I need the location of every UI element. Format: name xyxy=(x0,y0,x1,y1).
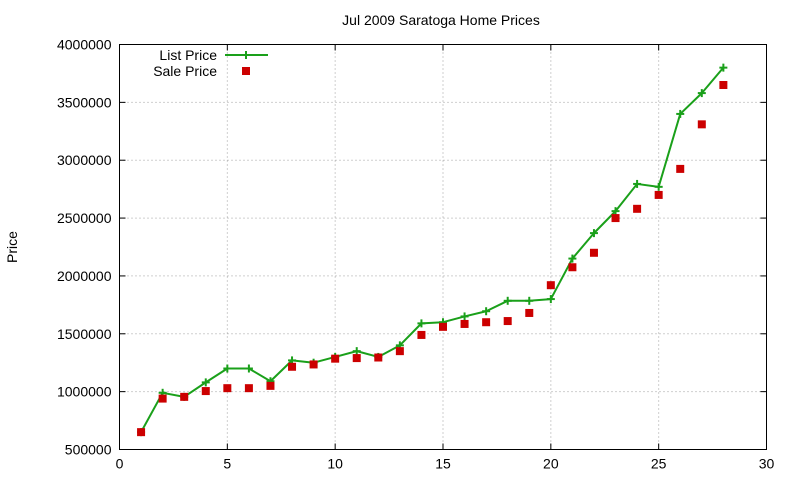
list-price-point xyxy=(201,378,210,387)
grid xyxy=(119,44,767,450)
sale-price-point xyxy=(676,164,685,173)
sale-price-point xyxy=(611,214,620,223)
y-tick-label: 1500000 xyxy=(57,326,112,342)
list-price-point xyxy=(352,347,361,356)
sale-price-point xyxy=(395,347,404,356)
list-price-point xyxy=(244,364,253,373)
y-tick-label: 2500000 xyxy=(57,210,112,226)
list-price-point xyxy=(589,229,598,238)
sale-price-point xyxy=(697,120,706,129)
list-price-point xyxy=(482,307,491,316)
sale-price-point xyxy=(223,384,232,393)
list-price-point xyxy=(525,296,534,305)
sale-price-point xyxy=(417,330,426,339)
list-price-point xyxy=(417,319,426,328)
list-price-point xyxy=(546,295,555,304)
sale-price-point xyxy=(309,360,318,369)
y-tick-label: 3500000 xyxy=(57,94,112,110)
sale-price-point xyxy=(503,317,512,326)
y-tick-label: 3000000 xyxy=(57,152,112,168)
y-tick-label: 2000000 xyxy=(57,268,112,284)
axes: 0 5 10 15 20 25 30 500000 1000000 1500000 2000000 2… xyxy=(57,37,775,472)
sale-price-point xyxy=(589,248,598,257)
sale-price-point xyxy=(352,354,361,363)
list-price-point xyxy=(697,89,706,98)
chart-title: Jul 2009 Saratoga Home Prices xyxy=(342,12,540,28)
list-price-point xyxy=(654,182,663,191)
list-price-point xyxy=(460,312,469,321)
x-tick-label: 20 xyxy=(543,456,559,472)
x-tick-label: 5 xyxy=(223,456,231,472)
y-tick-label: 4000000 xyxy=(57,37,112,53)
list-price-point xyxy=(223,364,232,373)
sale-price-point xyxy=(158,394,167,403)
sale-price-point xyxy=(633,204,642,213)
x-tick-label: 0 xyxy=(116,456,124,472)
sale-price-point xyxy=(482,318,491,327)
sale-price-point xyxy=(201,387,210,396)
sale-price-point xyxy=(460,319,469,328)
plot-area xyxy=(137,63,728,437)
y-tick-label: 500000 xyxy=(65,442,112,458)
x-tick-label: 15 xyxy=(435,456,451,472)
list-price-point xyxy=(676,109,685,118)
sale-price-point xyxy=(331,354,340,363)
sale-price-point xyxy=(374,353,383,362)
sale-price-point xyxy=(654,190,663,199)
sale-price-point xyxy=(719,81,728,89)
x-tick-label: 25 xyxy=(651,456,667,472)
x-tick-label: 10 xyxy=(327,456,343,472)
sale-price-point xyxy=(244,384,253,393)
legend-marker-list-price xyxy=(242,51,250,59)
list-price-line xyxy=(140,66,725,433)
sale-price-point xyxy=(439,322,447,331)
sale-price-point xyxy=(137,428,146,437)
list-price-point xyxy=(503,296,512,305)
sale-price-point xyxy=(288,362,297,371)
legend-label-list-price: List Price xyxy=(159,47,217,63)
sale-price-point xyxy=(546,281,555,290)
list-price-point xyxy=(719,63,728,72)
list-price-point xyxy=(611,207,620,216)
y-axis-label: Price xyxy=(4,231,20,263)
sale-price-point xyxy=(525,308,534,317)
sale-price-point xyxy=(568,263,577,272)
list-price-point xyxy=(568,254,577,263)
sale-price-point xyxy=(180,392,189,401)
plot-frame xyxy=(119,44,767,450)
y-tick-label: 1000000 xyxy=(57,384,112,400)
list-price-point xyxy=(633,179,642,188)
x-tick-label: 30 xyxy=(759,456,775,472)
sale-price-point xyxy=(266,381,275,390)
legend-label-sale-price: Sale Price xyxy=(153,63,217,79)
legend-swatch-sale-price xyxy=(242,67,250,75)
